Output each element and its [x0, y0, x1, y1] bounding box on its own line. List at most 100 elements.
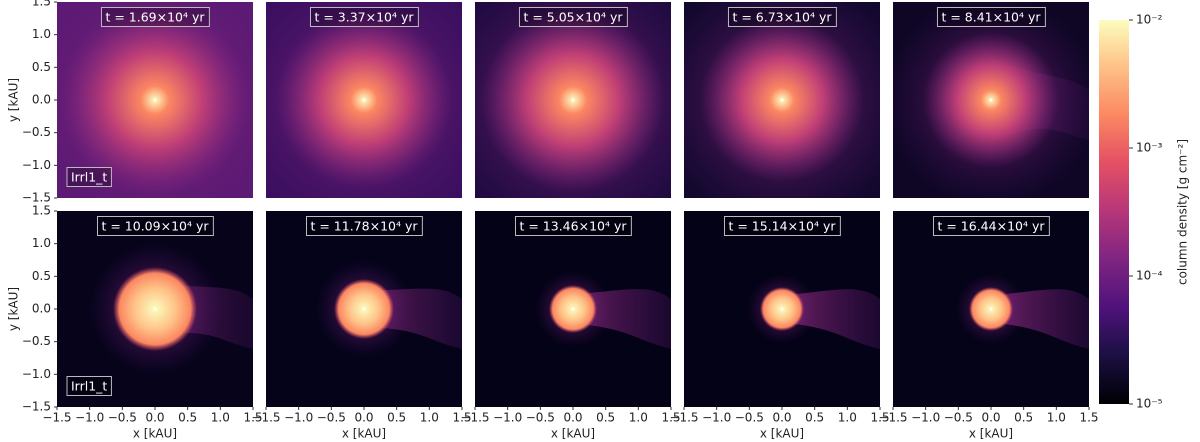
x-tick-label: 1.0 — [1047, 411, 1066, 425]
panel-title: t = 6.73×10⁴ yr — [732, 10, 832, 25]
panel — [684, 2, 880, 198]
panel-title: t = 15.14×10⁴ yr — [728, 219, 836, 234]
panel — [266, 211, 462, 407]
colorbar-tick-label: 10⁻³ — [1136, 141, 1163, 155]
x-tick-label: 1.0 — [629, 411, 648, 425]
panel — [893, 2, 1089, 198]
y-tick-label: 0.0 — [32, 93, 51, 107]
x-tick-label: −1.5 — [669, 411, 698, 425]
star — [153, 98, 157, 102]
panel-title: t = 11.78×10⁴ yr — [310, 219, 418, 234]
run-label: Irrl1_t — [71, 170, 107, 185]
title-box — [727, 7, 837, 27]
star — [571, 98, 575, 102]
x-tick-label: 1.5 — [870, 411, 889, 425]
star — [780, 307, 784, 311]
x-axis-label: x [kAU] — [760, 427, 804, 441]
y-tick-label: 1.0 — [32, 236, 51, 250]
x-tick-label: −1.5 — [460, 411, 489, 425]
colorbar-tick-label: 10⁻² — [1136, 13, 1163, 27]
panel — [57, 211, 253, 407]
panel-title: t = 16.44×10⁴ yr — [937, 219, 1045, 234]
y-tick-label: 1.5 — [32, 204, 51, 218]
colorbar-tick-label: 10⁻⁴ — [1136, 269, 1163, 283]
x-axis-label: x [kAU] — [969, 427, 1013, 441]
panel-title: t = 3.37×10⁴ yr — [314, 10, 414, 25]
x-tick-label: −1.0 — [284, 411, 313, 425]
star — [989, 98, 993, 102]
y-tick-label: 1.0 — [32, 27, 51, 41]
panels: t = 1.69×10⁴ yr Irrl1_t −1.5 −1.0 −0.5 0.0 0.5… — [7, 0, 1099, 441]
x-tick-label: 0.5 — [387, 411, 406, 425]
star — [571, 307, 575, 311]
x-tick-label: 0.5 — [178, 411, 197, 425]
y-tick-label: −1.5 — [22, 400, 51, 414]
x-tick-label: 0.0 — [772, 411, 791, 425]
x-tick-label: 0.5 — [805, 411, 824, 425]
panel — [893, 211, 1089, 407]
x-tick-label: −1.5 — [251, 411, 280, 425]
y-axis-label: y [kAU] — [7, 78, 21, 122]
panel-title: t = 8.41×10⁴ yr — [941, 10, 1041, 25]
x-tick-label: 0.0 — [563, 411, 582, 425]
title-box — [518, 7, 628, 27]
y-tick-label: −1.0 — [22, 367, 51, 381]
x-tick-label: 1.0 — [420, 411, 439, 425]
x-tick-label: −0.5 — [735, 411, 764, 425]
colorbar-tick-label: 10⁻⁵ — [1136, 397, 1163, 411]
star — [362, 307, 366, 311]
title-box — [514, 216, 632, 236]
x-axis-label: x [kAU] — [133, 427, 177, 441]
x-tick-label: 1.5 — [1079, 411, 1098, 425]
y-tick-label: −0.5 — [22, 125, 51, 139]
panel — [266, 2, 462, 198]
title-box — [723, 216, 841, 236]
x-tick-label: 1.5 — [243, 411, 262, 425]
y-tick-label: 0.5 — [32, 60, 51, 74]
star — [362, 98, 366, 102]
x-tick-label: 1.0 — [838, 411, 857, 425]
title-box — [305, 216, 423, 236]
title-box — [932, 216, 1050, 236]
x-tick-label: −1.5 — [878, 411, 907, 425]
x-tick-label: 0.5 — [1014, 411, 1033, 425]
x-tick-label: 0.0 — [145, 411, 164, 425]
title-box — [96, 216, 214, 236]
panel — [684, 211, 880, 407]
x-axis-label: x [kAU] — [551, 427, 595, 441]
x-tick-label: −1.5 — [42, 411, 71, 425]
y-tick-label: 0.0 — [32, 302, 51, 316]
x-tick-label: −1.0 — [702, 411, 731, 425]
x-tick-label: 0.5 — [596, 411, 615, 425]
x-tick-label: −1.0 — [75, 411, 104, 425]
panel-title: t = 1.69×10⁴ yr — [105, 10, 205, 25]
panel — [57, 2, 253, 198]
title-box — [100, 7, 210, 27]
star — [989, 307, 993, 311]
x-tick-label: 1.5 — [661, 411, 680, 425]
y-tick-label: 0.5 — [32, 269, 51, 283]
y-tick-label: 1.5 — [32, 0, 51, 9]
panel-title: t = 10.09×10⁴ yr — [101, 219, 209, 234]
x-tick-label: −0.5 — [317, 411, 346, 425]
run-label-box — [66, 167, 112, 187]
x-tick-label: 1.0 — [211, 411, 230, 425]
x-tick-label: −0.5 — [108, 411, 137, 425]
panel-title: t = 13.46×10⁴ yr — [519, 219, 627, 234]
x-tick-label: 0.0 — [981, 411, 1000, 425]
star — [153, 307, 157, 311]
run-label-box — [66, 376, 112, 396]
x-tick-label: −0.5 — [526, 411, 555, 425]
y-tick-label: −0.5 — [22, 334, 51, 348]
x-tick-label: −0.5 — [944, 411, 973, 425]
x-tick-label: −1.0 — [493, 411, 522, 425]
title-box — [936, 7, 1046, 27]
title-box — [309, 7, 419, 27]
panel — [475, 211, 671, 407]
y-axis-label: y [kAU] — [7, 287, 21, 331]
y-tick-label: −1.5 — [22, 191, 51, 205]
x-tick-label: 1.5 — [452, 411, 471, 425]
y-tick-label: −1.0 — [22, 158, 51, 172]
star — [780, 98, 784, 102]
